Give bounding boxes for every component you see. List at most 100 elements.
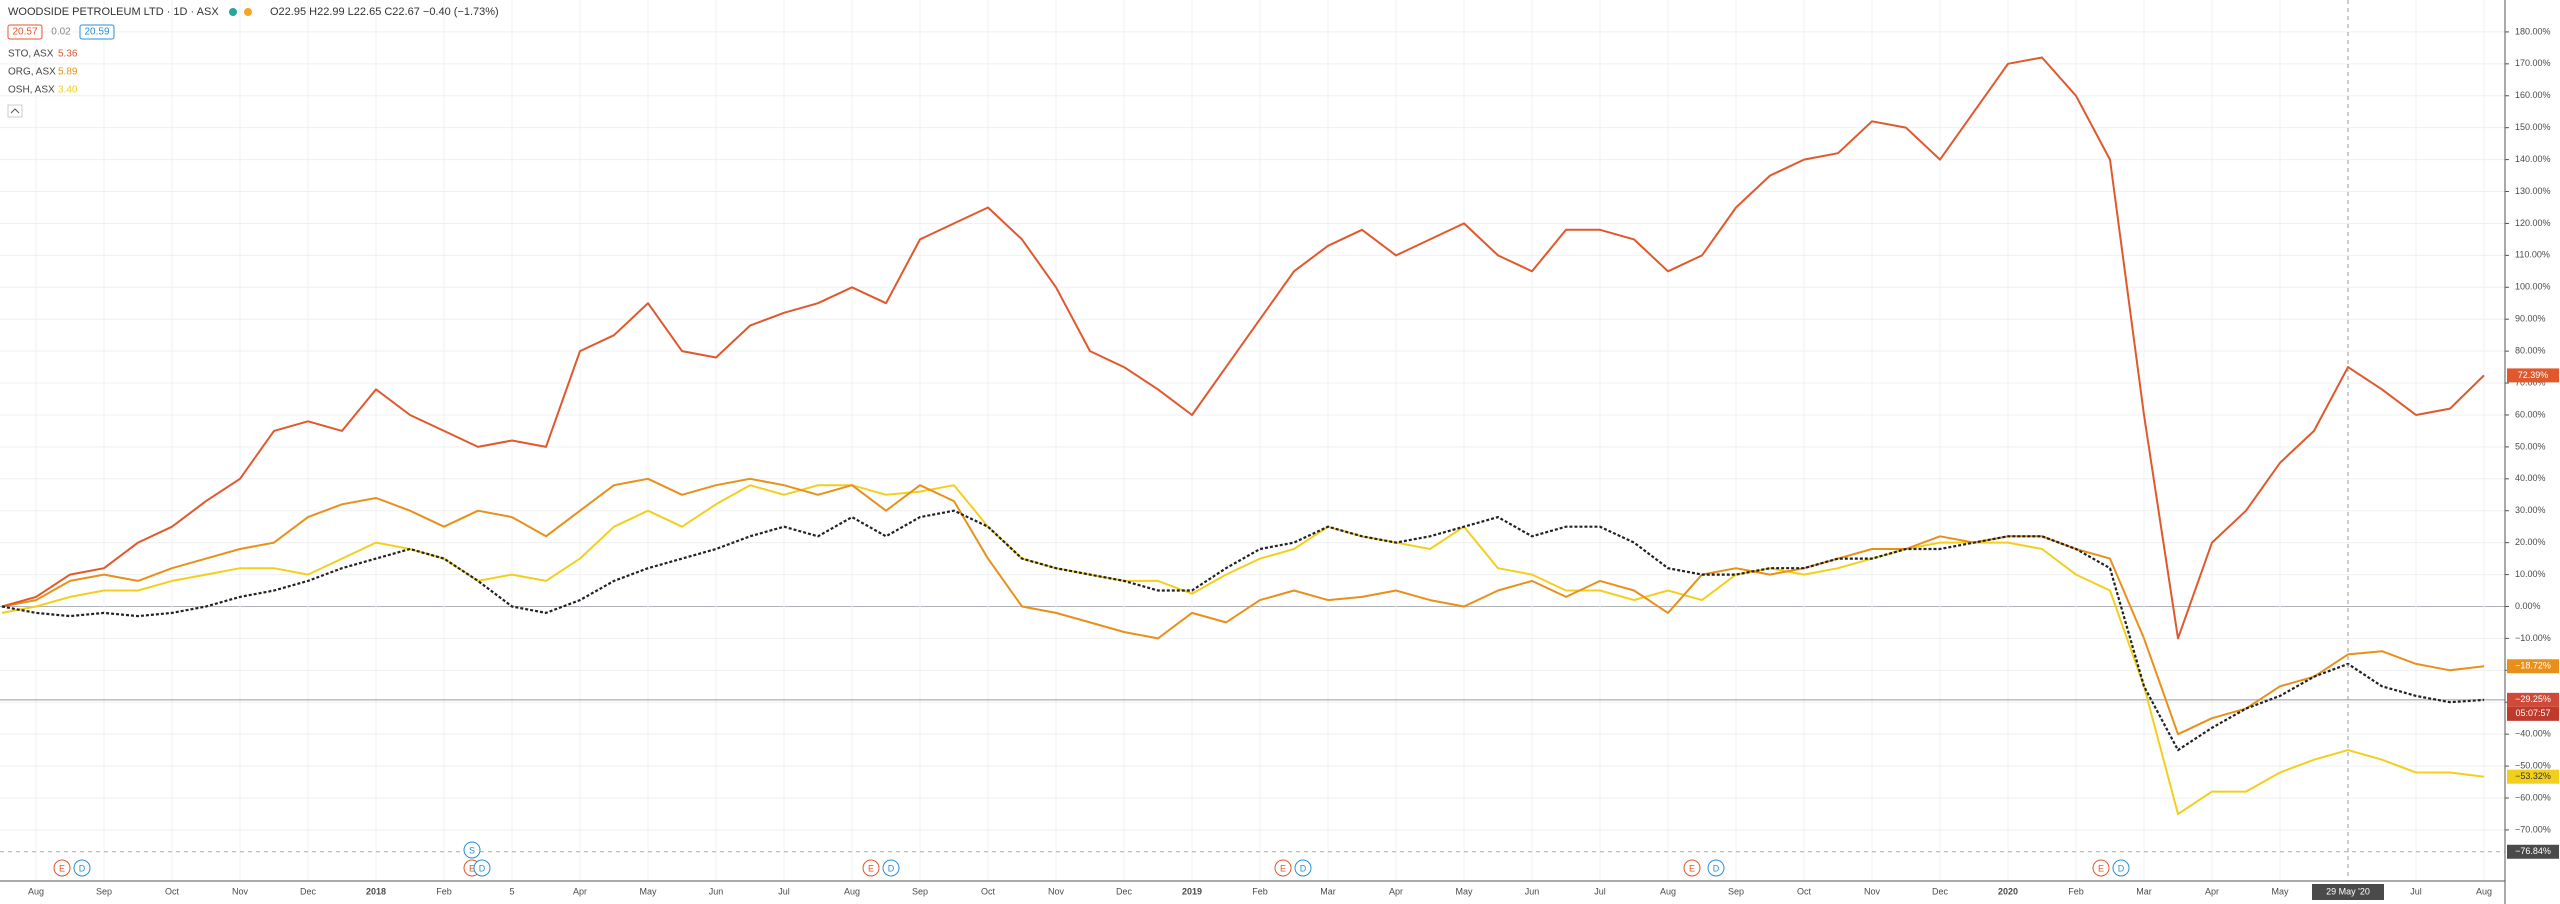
x-tick-label: Nov [1864, 886, 1881, 896]
x-tick-label: Jul [1594, 886, 1606, 896]
price-tag-label: −18.72% [2515, 661, 2551, 671]
y-tick-label: 170.00% [2515, 58, 2551, 68]
plot [1, 56, 2485, 815]
x-tick-label: Apr [1389, 886, 1403, 896]
price-box-label: 20.59 [84, 27, 109, 38]
legend-label: STO, ASX [8, 49, 54, 60]
x-tick-label: Jul [2410, 886, 2422, 896]
price-tag [2507, 659, 2559, 674]
x-tick-label: Apr [2205, 886, 2219, 896]
event-label: D [1300, 863, 1307, 873]
series-line [1, 509, 2485, 752]
x-tick-label: Oct [981, 886, 996, 896]
price-box-label: 20.57 [12, 27, 37, 38]
x-tick-label: Aug [1660, 886, 1676, 896]
event-marker[interactable] [73, 859, 91, 877]
y-tick-label: 100.00% [2515, 282, 2551, 292]
x-tick-label: Jul [778, 886, 790, 896]
y-tick-label: 70.00% [2515, 377, 2546, 387]
x-tick-label: Jun [1525, 886, 1540, 896]
price-tag [2507, 692, 2559, 707]
event-label: D [888, 863, 895, 873]
y-tick-label: 140.00% [2515, 154, 2551, 164]
event-marker[interactable] [1683, 859, 1701, 877]
event-label: E [469, 863, 475, 873]
y-tick-label: 60.00% [2515, 409, 2546, 419]
event-marker[interactable] [1274, 859, 1292, 877]
x-tick-label: Feb [436, 886, 452, 896]
y-tick-label: 110.00% [2515, 250, 2550, 260]
event-label: D [2118, 863, 2125, 873]
x-tick-label: Sep [912, 886, 928, 896]
ohlc: O22.95 H22.99 L22.65 C22.67 −0.40 (−1.73… [270, 6, 499, 18]
x-tick-label: Jun [709, 886, 724, 896]
event-label: D [1713, 863, 1720, 873]
x-tick-label: Aug [2476, 886, 2492, 896]
y-tick-label: 80.00% [2515, 345, 2546, 355]
crosshair-date-box [2312, 884, 2384, 900]
y-tick-label: 10.00% [2515, 569, 2546, 579]
legend-price: 3.40 [58, 85, 78, 96]
y-tick-label: −50.00% [2515, 760, 2551, 770]
y-tick-label: −40.00% [2515, 729, 2551, 739]
x-tick-label: Mar [2136, 886, 2152, 896]
series-line [1, 477, 2485, 736]
event-label: E [1689, 863, 1695, 873]
x-tick-label: Mar [1320, 886, 1336, 896]
event-label: S [469, 845, 475, 855]
y-tick-label: 40.00% [2515, 473, 2546, 483]
price-tag [2507, 769, 2559, 784]
legend-label: OSH, ASX [8, 85, 55, 96]
event-label: D [79, 863, 86, 873]
event-label: D [479, 863, 486, 873]
x-tick-label: Aug [28, 886, 44, 896]
price-tag-label: 72.39% [2518, 370, 2549, 380]
y-tick-label: −70.00% [2515, 824, 2551, 834]
price-tag [2507, 844, 2559, 859]
y-tick-label: 90.00% [2515, 314, 2546, 324]
collapse-icon [10, 108, 20, 114]
event-marker[interactable] [53, 859, 71, 877]
x-tick-label: 2019 [1182, 886, 1202, 896]
x-tick-label: Nov [1048, 886, 1065, 896]
y-tick-label: 120.00% [2515, 218, 2551, 228]
event-label: E [868, 863, 874, 873]
x-tick-label: May [2271, 886, 2289, 896]
status-dot [244, 8, 252, 16]
y-tick-label: 50.00% [2515, 441, 2546, 451]
x-tick-label: 29 May '20 [2326, 886, 2370, 896]
y-tick-label: 30.00% [2515, 505, 2546, 515]
event-marker[interactable] [2112, 859, 2130, 877]
x-tick-label: May [1455, 886, 1473, 896]
x-tick-label: 2020 [1998, 886, 2018, 896]
event-label: E [59, 863, 65, 873]
series-line [1, 56, 2485, 640]
x-tick-label: Feb [1252, 886, 1268, 896]
event-marker[interactable] [882, 859, 900, 877]
price-tag-label: −76.84% [2515, 846, 2551, 856]
x-tick-label: Dec [1116, 886, 1133, 896]
event-marker[interactable] [473, 859, 491, 877]
price-tag [2507, 368, 2559, 383]
y-tick-label: 0.00% [2515, 601, 2541, 611]
x-tick-label: Dec [1932, 886, 1949, 896]
event-marker[interactable] [2092, 859, 2110, 877]
y-tick-label: 180.00% [2515, 26, 2551, 36]
price-tag-label: −29.25% [2515, 694, 2551, 704]
event-marker[interactable] [862, 859, 880, 877]
price-box [7, 24, 43, 40]
y-tick-label: 160.00% [2515, 90, 2551, 100]
x-tick-label: Aug [844, 886, 860, 896]
event-marker[interactable] [463, 841, 481, 859]
legend-price: 5.89 [58, 67, 78, 78]
event-marker[interactable] [1707, 859, 1725, 877]
collapse-button[interactable] [7, 104, 23, 118]
y-tick-label: −10.00% [2515, 633, 2551, 643]
event-marker[interactable] [1294, 859, 1312, 877]
x-tick-label: 2018 [366, 886, 386, 896]
legend-label: ORG, ASX [8, 67, 56, 78]
y-tick-label: 150.00% [2515, 122, 2551, 132]
status-dot [229, 8, 237, 16]
